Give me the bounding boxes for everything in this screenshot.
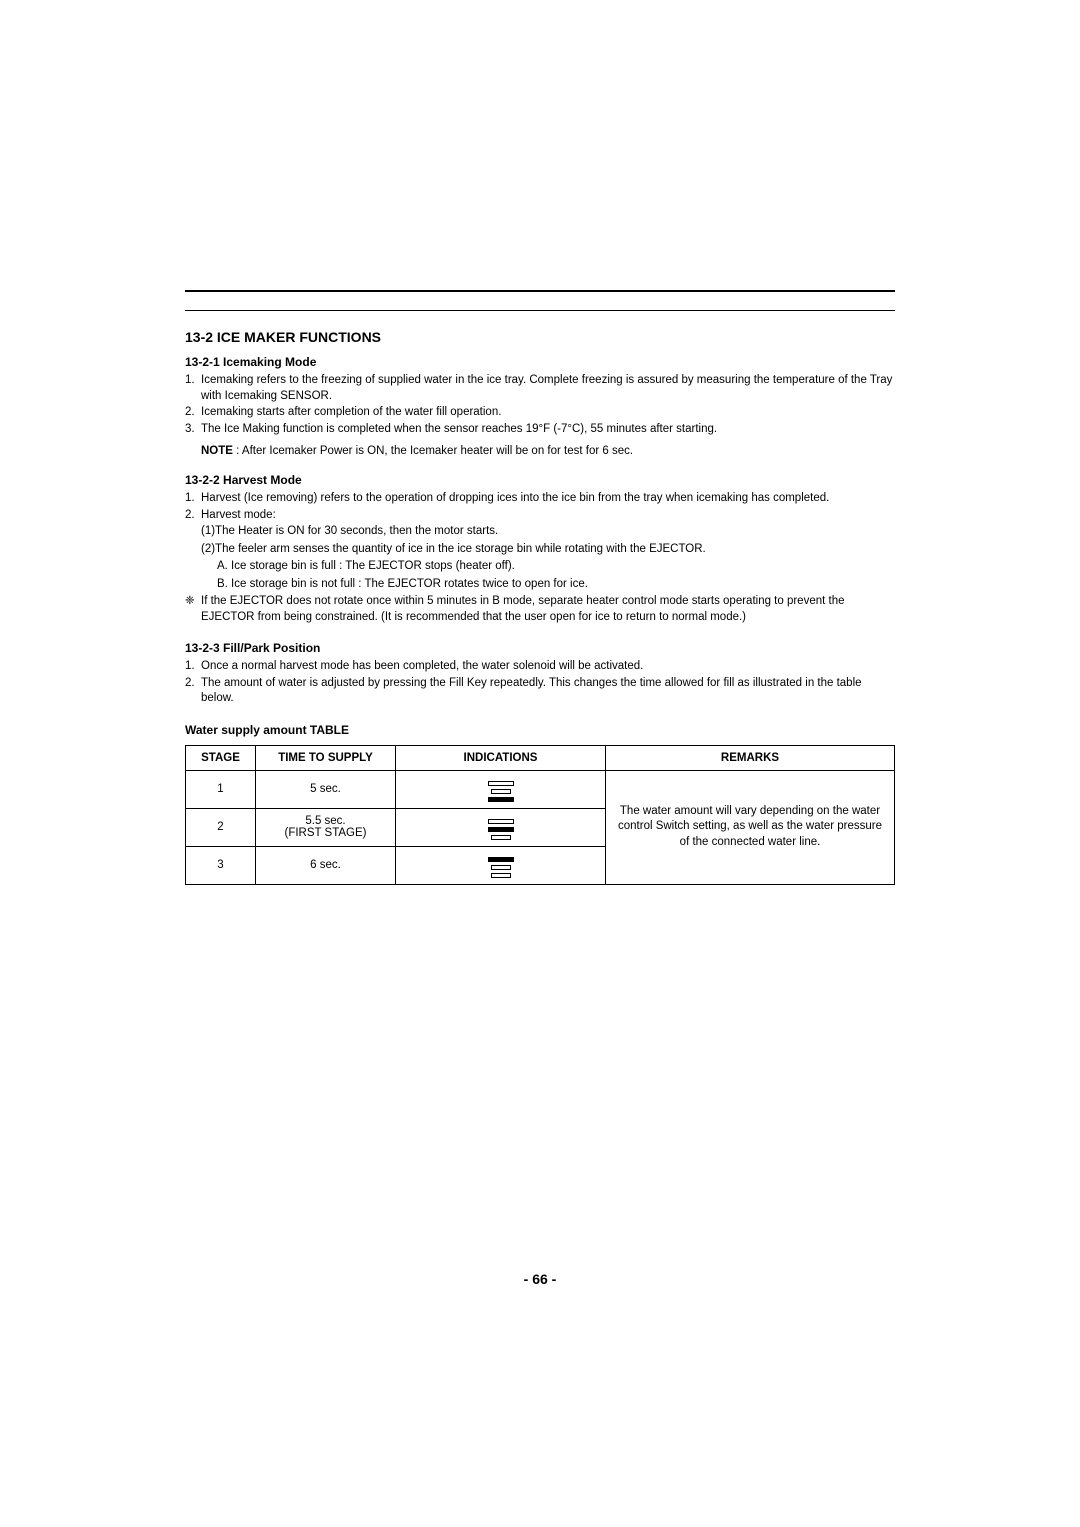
table-row: 1 5 sec. The water amount will vary depe…: [186, 770, 895, 808]
list-number: 3.: [185, 422, 201, 438]
list-item: 2. The amount of water is adjusted by pr…: [185, 676, 895, 707]
indicator-bar: [488, 819, 514, 824]
indicator-bar: [488, 797, 514, 802]
cell-time: 6 sec.: [256, 846, 396, 884]
th-indications: INDICATIONS: [396, 745, 606, 770]
list-item: 1. Once a normal harvest mode has been c…: [185, 659, 895, 675]
list-text: Icemaking starts after completion of the…: [201, 405, 895, 421]
indicator-bar: [488, 857, 514, 862]
sub-sub-item: B. Ice storage bin is not full : The EJE…: [185, 577, 895, 593]
list-text: Icemaking refers to the freezing of supp…: [201, 373, 895, 404]
note-text: : After Icemaker Power is ON, the Icemak…: [233, 445, 633, 457]
list-number: 2.: [185, 405, 201, 421]
subsection-harvest: 13-2-2 Harvest Mode 1. Harvest (Ice remo…: [185, 473, 895, 625]
cell-time-line2: (FIRST STAGE): [264, 827, 387, 839]
list-text: Harvest (Ice removing) refers to the ope…: [201, 491, 895, 507]
sub-title-fillpark: 13-2-3 Fill/Park Position: [185, 641, 895, 655]
indicator-bar: [491, 865, 511, 870]
list-number: 2.: [185, 508, 201, 524]
cell-time: 5 sec.: [256, 770, 396, 808]
section-title: 13-2 ICE MAKER FUNCTIONS: [185, 329, 895, 345]
cell-time: 5.5 sec. (FIRST STAGE): [256, 808, 396, 846]
note-item: ❈ If the EJECTOR does not rotate once wi…: [185, 594, 895, 625]
list-item: 1. Icemaking refers to the freezing of s…: [185, 373, 895, 404]
indicator-icon: [488, 857, 514, 878]
list-text: Once a normal harvest mode has been comp…: [201, 659, 895, 675]
th-time: TIME TO SUPPLY: [256, 745, 396, 770]
list-text: Harvest mode:: [201, 508, 895, 524]
cell-indication: [396, 808, 606, 846]
list-number: 2.: [185, 676, 201, 707]
page-number: - 66 -: [0, 1271, 1080, 1287]
cell-remarks: The water amount will vary depending on …: [606, 770, 895, 884]
sub-title-harvest: 13-2-2 Harvest Mode: [185, 473, 895, 487]
list-number: 1.: [185, 659, 201, 675]
indicator-bar: [488, 827, 514, 832]
list-text: The Ice Making function is completed whe…: [201, 422, 895, 438]
th-remarks: REMARKS: [606, 745, 895, 770]
document-page: 13-2 ICE MAKER FUNCTIONS 13-2-1 Icemakin…: [0, 0, 1080, 885]
table-title: Water supply amount TABLE: [185, 723, 895, 737]
indicator-bar: [491, 873, 511, 878]
sub-title-icemaking: 13-2-1 Icemaking Mode: [185, 355, 895, 369]
list-item: 2. Icemaking starts after completion of …: [185, 405, 895, 421]
list-icemaking: 1. Icemaking refers to the freezing of s…: [185, 373, 895, 437]
note-label: NOTE: [201, 445, 233, 457]
subsection-fillpark: 13-2-3 Fill/Park Position 1. Once a norm…: [185, 641, 895, 707]
sub-item: (2)The feeler arm senses the quantity of…: [185, 542, 895, 558]
list-item: 1. Harvest (Ice removing) refers to the …: [185, 491, 895, 507]
th-stage: STAGE: [186, 745, 256, 770]
cell-stage: 1: [186, 770, 256, 808]
cell-stage: 2: [186, 808, 256, 846]
cell-indication: [396, 770, 606, 808]
sub-item: (1)The Heater is ON for 30 seconds, then…: [185, 524, 895, 540]
note-line: NOTE : After Icemaker Power is ON, the I…: [201, 445, 895, 457]
list-item: 3. The Ice Making function is completed …: [185, 422, 895, 438]
list-item: 2. Harvest mode:: [185, 508, 895, 524]
list-number: 1.: [185, 373, 201, 404]
list-text: The amount of water is adjusted by press…: [201, 676, 895, 707]
table-header-row: STAGE TIME TO SUPPLY INDICATIONS REMARKS: [186, 745, 895, 770]
subsection-icemaking: 13-2-1 Icemaking Mode 1. Icemaking refer…: [185, 355, 895, 457]
water-supply-table: STAGE TIME TO SUPPLY INDICATIONS REMARKS…: [185, 745, 895, 885]
divider-top-thick: [185, 290, 895, 292]
indicator-bar: [491, 789, 511, 794]
indicator-bar: [488, 781, 514, 786]
cell-indication: [396, 846, 606, 884]
cell-stage: 3: [186, 846, 256, 884]
indicator-bar: [491, 835, 511, 840]
note-mark: ❈: [185, 594, 201, 625]
note-body: If the EJECTOR does not rotate once with…: [201, 594, 895, 625]
cell-time-line1: 5.5 sec.: [264, 815, 387, 827]
indicator-icon: [488, 819, 514, 840]
list-number: 1.: [185, 491, 201, 507]
indicator-icon: [488, 781, 514, 802]
sub-sub-item: A. Ice storage bin is full : The EJECTOR…: [185, 559, 895, 575]
